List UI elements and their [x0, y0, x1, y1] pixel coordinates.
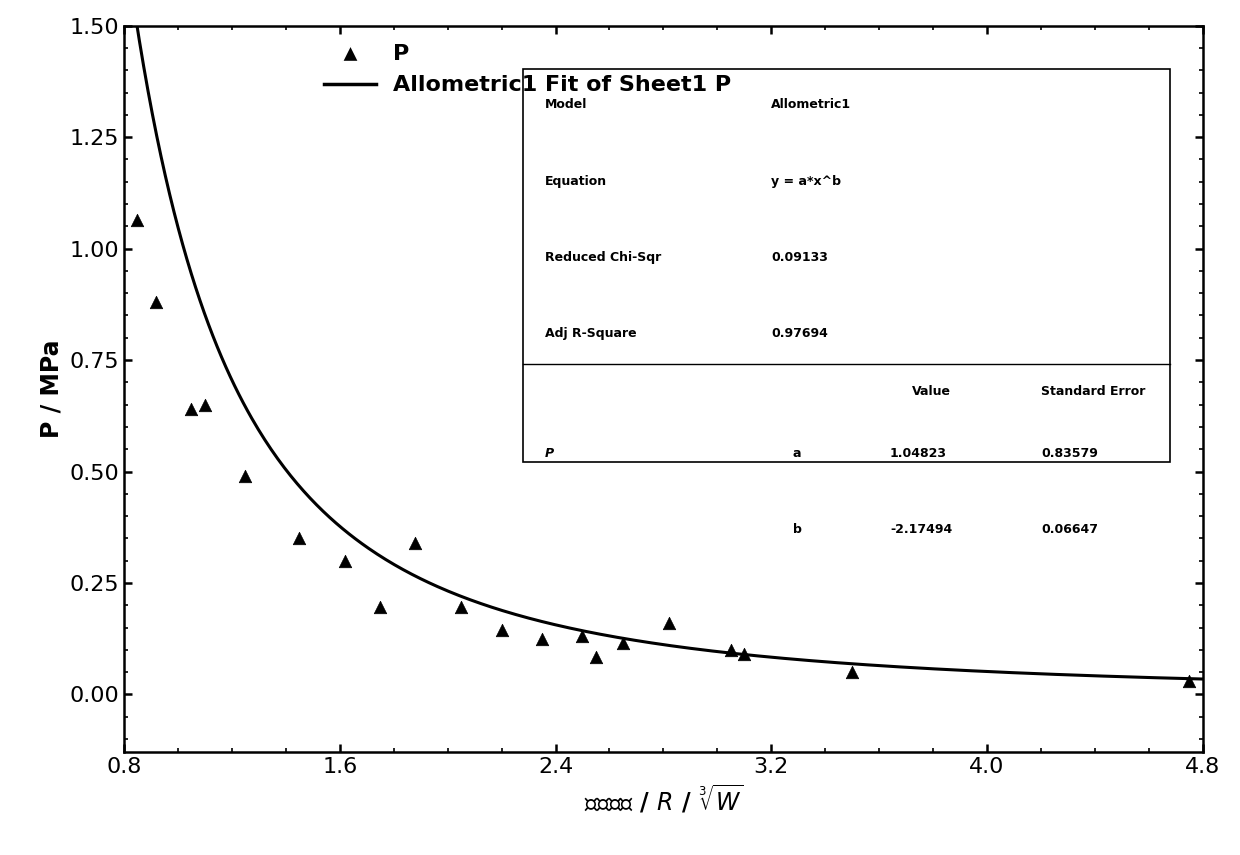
Text: 0.83579: 0.83579 [1042, 447, 1097, 460]
Text: -2.17494: -2.17494 [890, 523, 952, 536]
Point [734, 647, 754, 661]
Text: P: P [544, 447, 554, 460]
Text: a: a [792, 447, 801, 460]
Text: 0.97694: 0.97694 [771, 327, 828, 340]
Point [451, 601, 471, 615]
Text: Standard Error: Standard Error [1042, 386, 1146, 398]
Point [532, 632, 552, 646]
Point [613, 636, 632, 650]
Text: Equation: Equation [544, 174, 606, 187]
Point [195, 398, 215, 411]
Point [842, 665, 862, 679]
Text: Model: Model [544, 98, 587, 111]
Point [405, 536, 425, 550]
Text: b: b [792, 523, 802, 536]
Point [236, 469, 255, 483]
Point [573, 629, 593, 643]
X-axis label: 比例距离 / $R$ / $\sqrt[3]{W}$: 比例距离 / $R$ / $\sqrt[3]{W}$ [584, 783, 743, 815]
Text: Reduced Chi-Sqr: Reduced Chi-Sqr [544, 251, 661, 264]
Point [1179, 675, 1199, 688]
FancyBboxPatch shape [523, 69, 1171, 462]
Point [587, 650, 606, 663]
Text: y = a*x^b: y = a*x^b [771, 174, 841, 187]
Point [146, 295, 166, 309]
Point [289, 532, 309, 545]
Legend: P, Allometric1 Fit of Sheet1 P: P, Allometric1 Fit of Sheet1 P [316, 36, 739, 103]
Text: 1.04823: 1.04823 [890, 447, 947, 460]
Text: Adj R-Square: Adj R-Square [544, 327, 636, 340]
Point [720, 643, 740, 657]
Point [491, 623, 512, 637]
Y-axis label: P / MPa: P / MPa [40, 339, 63, 439]
Point [335, 554, 355, 568]
Point [371, 601, 391, 615]
Text: Allometric1: Allometric1 [771, 98, 852, 111]
Text: 0.09133: 0.09133 [771, 251, 828, 264]
Point [181, 402, 201, 416]
Point [658, 616, 678, 630]
Text: 0.06647: 0.06647 [1042, 523, 1097, 536]
Point [128, 213, 148, 227]
Text: Value: Value [911, 386, 951, 398]
